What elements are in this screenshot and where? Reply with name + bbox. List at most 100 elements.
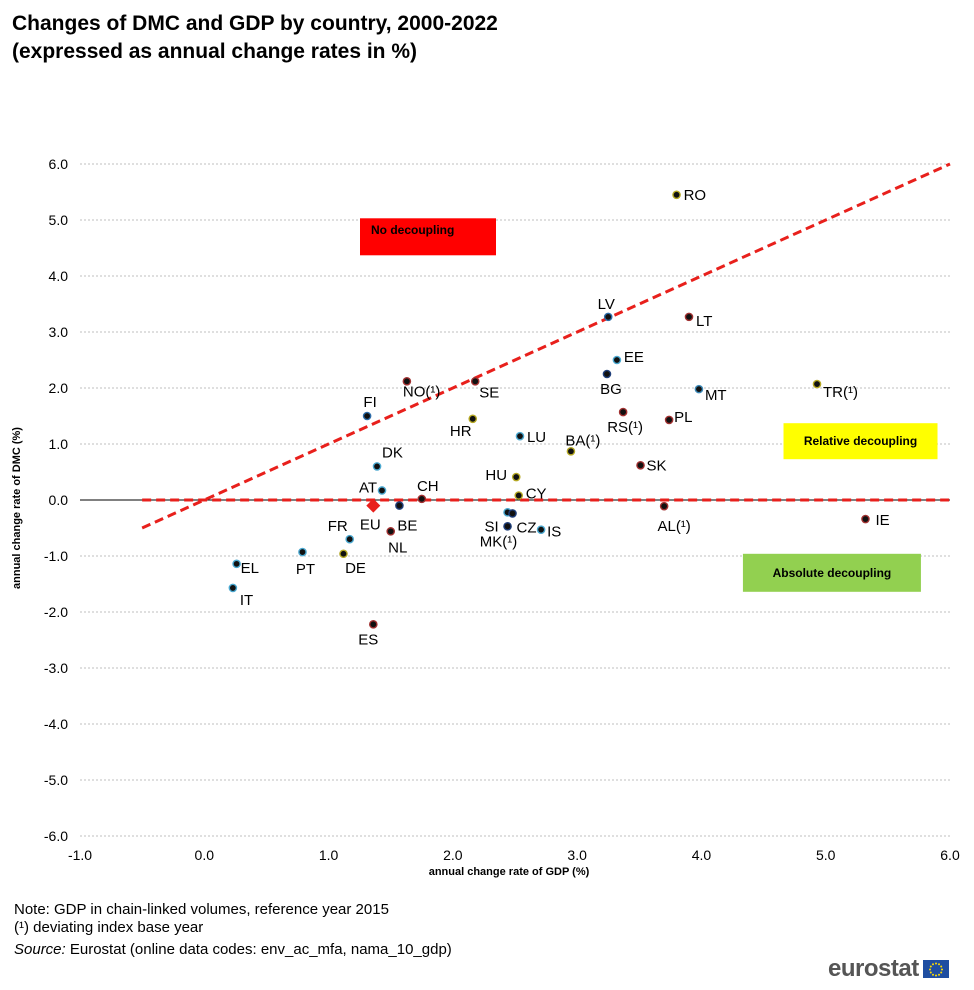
- point-label-se: SE: [479, 384, 499, 401]
- point-de: [339, 549, 348, 559]
- scatter-plot: 6.0 5.0 4.0 3.0 2.0 1.0 0.0 -1.0 -2.0 -3.0 -4.0 -5.…: [11, 156, 960, 878]
- point-label-ee: EE: [624, 349, 644, 366]
- point-ba: [566, 446, 576, 456]
- point-label-de: DE: [345, 560, 366, 577]
- point-pt: [298, 547, 307, 557]
- point-label-sk: SK: [647, 457, 667, 474]
- point-lt: [684, 312, 694, 322]
- point-label-fr: FR: [328, 518, 348, 535]
- y-tick-label: -4.0: [44, 716, 68, 732]
- point-label-mt: MT: [705, 387, 727, 404]
- point-label-mk: MK(¹): [480, 533, 518, 550]
- x-tick-label: 0.0: [195, 847, 215, 863]
- x-tick-label: 2.0: [443, 847, 463, 863]
- y-tick-label: -5.0: [44, 772, 68, 788]
- annotation-label: No decoupling: [371, 223, 454, 237]
- point-se: [470, 376, 480, 386]
- point-bg: [602, 369, 612, 379]
- source-note: Source: Eurostat (online data codes: env…: [14, 940, 452, 960]
- point-pl: [664, 415, 674, 425]
- eurostat-logo: eurostat: [828, 955, 949, 983]
- y-tick-label: 0.0: [49, 492, 69, 508]
- y-tick-label: -2.0: [44, 604, 68, 620]
- diagonal-reference-line: [141, 162, 951, 530]
- eurostat-logo-text: eurostat: [828, 955, 919, 982]
- note-gdp: Note: GDP in chain-linked volumes, refer…: [14, 901, 389, 918]
- point-label-al: AL(¹): [657, 518, 690, 535]
- x-tick-label: -1.0: [68, 847, 92, 863]
- point-it: [228, 583, 238, 593]
- point-no: [402, 376, 412, 386]
- point-label-hu: HU: [485, 467, 507, 484]
- point-label-cz: CZ: [517, 519, 537, 536]
- point-label-ie: IE: [875, 512, 889, 529]
- point-label-nl: NL: [388, 539, 407, 556]
- x-tick-label: 6.0: [940, 847, 960, 863]
- point-rs: [618, 407, 628, 417]
- point-fi: [362, 411, 372, 421]
- point-label-ba: BA(¹): [565, 432, 600, 449]
- annotation-box: [360, 218, 496, 256]
- point-label-cy: CY: [526, 486, 547, 503]
- point-label-ch: CH: [417, 478, 439, 495]
- y-tick-label: -3.0: [44, 660, 68, 676]
- point-lv: [603, 312, 613, 322]
- point-label-tr: TR(¹): [823, 384, 858, 401]
- point-cy: [514, 491, 524, 500]
- point-lu: [515, 431, 525, 441]
- eu-flag-icon: [922, 960, 949, 978]
- x-axis-title: annual change rate of GDP (%): [429, 866, 590, 878]
- point-label-at: AT: [359, 479, 377, 496]
- point-fr: [345, 534, 355, 544]
- point-dk: [372, 462, 382, 471]
- point-be: [395, 501, 404, 510]
- point-mt: [694, 384, 704, 394]
- point-label-lt: LT: [696, 313, 712, 330]
- point-label-pt: PT: [296, 561, 315, 578]
- point-label-dk: DK: [382, 444, 403, 461]
- y-tick-label: 2.0: [49, 380, 69, 396]
- y-axis-title: annual change rate of DMC (%): [11, 427, 23, 589]
- point-label-it: IT: [240, 592, 253, 609]
- y-tick-label: 5.0: [49, 212, 69, 228]
- y-tick-label: 3.0: [49, 324, 69, 340]
- point-ro: [672, 190, 681, 200]
- point-ch: [417, 494, 427, 504]
- point-label-be: BE: [397, 518, 417, 535]
- point-sk: [636, 460, 645, 470]
- y-tick-label: -6.0: [44, 828, 68, 844]
- point-label-lu: LU: [527, 429, 546, 446]
- point-label-is: IS: [547, 524, 561, 541]
- point-is: [536, 525, 546, 534]
- source-text: Eurostat (online data codes: env_ac_mfa,…: [69, 941, 452, 958]
- point-al: [659, 501, 669, 511]
- chart-title-line2: (expressed as annual change rates in %): [12, 40, 417, 63]
- point-hu: [511, 472, 521, 482]
- point-label-es: ES: [358, 631, 378, 648]
- point-label-no: NO(¹): [403, 383, 441, 400]
- point-label-eu: EU: [360, 517, 381, 534]
- chart-title: Changes of DMC and GDP by country, 2000-…: [12, 10, 498, 66]
- x-tick-label: 5.0: [816, 847, 836, 863]
- y-tick-label: -1.0: [44, 548, 68, 564]
- point-label-si: SI: [484, 518, 498, 535]
- source-prefix: Source:: [14, 941, 66, 958]
- point-mk: [503, 522, 512, 531]
- annotation-box: [783, 423, 938, 460]
- point-label-bg: BG: [600, 381, 622, 398]
- point-ee: [612, 355, 622, 365]
- point-label-rs: RS(¹): [607, 419, 643, 436]
- point-label-pl: PL: [674, 409, 692, 426]
- point-at: [377, 486, 387, 495]
- point-el: [232, 559, 241, 569]
- x-tick-label: 1.0: [319, 847, 339, 863]
- y-tick-label: 4.0: [49, 268, 69, 284]
- point-ie: [861, 514, 870, 524]
- point-tr: [812, 379, 822, 389]
- point-label-fi: FI: [363, 394, 376, 411]
- annotation-label: Absolute decoupling: [773, 566, 892, 580]
- point-hr: [468, 414, 478, 424]
- point-label-lv: LV: [598, 296, 615, 313]
- annotation-label: Relative decoupling: [804, 434, 917, 448]
- x-tick-label: 3.0: [567, 847, 587, 863]
